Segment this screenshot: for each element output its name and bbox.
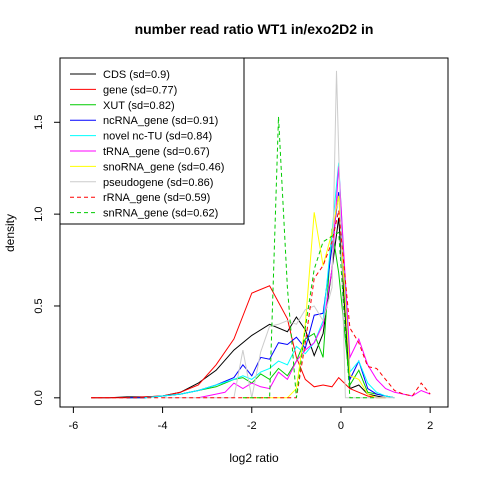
y-tick-label: 0.0 [33, 390, 45, 405]
plot-area [91, 70, 431, 399]
series-line-9 [242, 116, 377, 399]
y-tick-label: 1.5 [33, 115, 45, 130]
legend-entry-label: rRNA_gene (sd=0.59) [103, 192, 210, 204]
legend-entry-label: ncRNA_gene (sd=0.91) [103, 115, 218, 127]
legend-entry-label: snRNA_gene (sd=0.62) [103, 208, 218, 220]
legend-entry-label: gene (sd=0.77) [103, 84, 177, 96]
series-line-6 [242, 195, 386, 399]
x-axis-label: log2 ratio [229, 451, 279, 465]
y-tick-label: 0.5 [33, 298, 45, 313]
plot-frame [59, 57, 449, 408]
legend-entry-label: CDS (sd=0.9) [103, 69, 170, 81]
x-tick-label: 0 [338, 420, 344, 432]
series-line-4 [144, 162, 395, 399]
series-line-5 [198, 166, 431, 399]
x-tick-label: 2 [427, 420, 433, 432]
legend-entry-label: pseudogene (sd=0.86) [103, 177, 213, 189]
legend-box [59, 57, 245, 225]
legend-entry-label: XUT (sd=0.82) [103, 100, 175, 112]
legend-entry-label: tRNA_gene (sd=0.67) [103, 146, 210, 158]
legend-entry-label: snoRNA_gene (sd=0.46) [103, 161, 224, 173]
x-tick-label: -4 [158, 420, 168, 432]
x-tick-label: -2 [247, 420, 257, 432]
axes: -6 -4 -2 0 2 0.0 0.5 1.0 1.5 [33, 57, 449, 432]
legend-entry-label: novel nc-TU (sd=0.84) [103, 131, 212, 143]
series-line-8 [91, 210, 431, 399]
x-tick-label: -6 [68, 420, 78, 432]
legend: CDS (sd=0.9) gene (sd=0.77) XUT (sd=0.82) n… [59, 57, 245, 225]
y-tick-label: 1.0 [33, 206, 45, 221]
chart-title: number read ratio WT1 in/exo2D2 in [135, 21, 374, 37]
y-axis-label: density [3, 214, 17, 252]
